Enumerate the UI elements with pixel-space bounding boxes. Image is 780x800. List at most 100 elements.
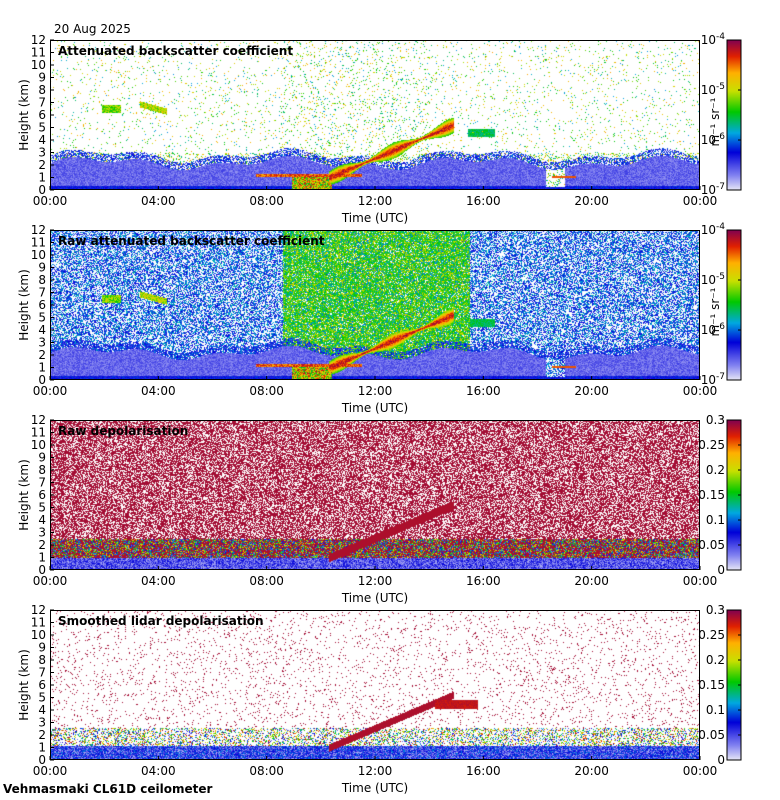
y-tick-label: 3: [38, 146, 46, 160]
panel-title: Attenuated backscatter coefficient: [58, 44, 293, 58]
x-tick-label: 20:00: [574, 764, 609, 778]
x-tick-label: 00:00: [33, 574, 68, 588]
colorbar-tick-label: 0.25: [698, 628, 725, 642]
y-tick-label: 1: [38, 741, 46, 755]
y-tick-label: 10: [31, 58, 46, 72]
x-tick-label: 16:00: [466, 764, 501, 778]
y-tick-label: 4: [38, 703, 46, 717]
y-tick-label: 4: [38, 513, 46, 527]
colorbar-tick-label: 10-4: [701, 222, 726, 237]
y-tick-label: 8: [38, 273, 46, 287]
x-tick-label: 16:00: [466, 194, 501, 208]
y-tick-label: 12: [31, 413, 46, 427]
panel-title: Raw depolarisation: [58, 424, 188, 438]
y-tick-label: 12: [31, 223, 46, 237]
x-tick-label: 08:00: [249, 574, 284, 588]
colorbar-tick-label: 0.25: [698, 438, 725, 452]
colorbar-tick-label: 10-5: [701, 82, 725, 97]
colorbar-tick-label: 10-7: [701, 372, 725, 387]
x-tick-label: 00:00: [683, 574, 718, 588]
y-tick-label: 11: [31, 426, 46, 440]
y-tick-label: 6: [38, 678, 46, 692]
colorbar: [727, 230, 741, 380]
instrument-label: Vehmasmaki CL61D ceilometer: [3, 782, 212, 796]
y-tick-label: 11: [31, 46, 46, 60]
y-tick-label: 4: [38, 323, 46, 337]
x-axis-label: Time (UTC): [341, 211, 408, 225]
y-tick-label: 3: [38, 336, 46, 350]
y-tick-label: 8: [38, 653, 46, 667]
x-tick-label: 00:00: [33, 764, 68, 778]
x-tick-label: 08:00: [249, 194, 284, 208]
colorbar-tick-label: 0.2: [706, 653, 725, 667]
x-tick-label: 04:00: [141, 384, 176, 398]
colorbar-tick-label: 0: [717, 753, 725, 767]
x-tick-label: 04:00: [141, 194, 176, 208]
colorbar-tick-label: 0.2: [706, 463, 725, 477]
x-tick-label: 12:00: [358, 764, 393, 778]
colorbar-tick-label: 0.1: [706, 703, 725, 717]
heatmap-cells: [50, 230, 700, 380]
y-tick-label: 4: [38, 133, 46, 147]
y-tick-label: 9: [38, 71, 46, 85]
y-axis-label: Height (km): [17, 79, 31, 150]
colorbar-tick-label: 0.15: [698, 488, 725, 502]
x-axis-label: Time (UTC): [341, 401, 408, 415]
y-tick-label: 7: [38, 286, 46, 300]
x-tick-label: 08:00: [249, 384, 284, 398]
x-tick-label: 08:00: [249, 764, 284, 778]
x-axis-label: Time (UTC): [341, 781, 408, 795]
x-tick-label: 04:00: [141, 574, 176, 588]
y-tick-label: 7: [38, 476, 46, 490]
panel-2: 012345678910111200:00 04:00 08:00 12:00 16:0…: [17, 222, 741, 415]
y-tick-label: 2: [38, 538, 46, 552]
x-axis-label: Time (UTC): [341, 591, 408, 605]
x-tick-label: 12:00: [358, 384, 393, 398]
y-tick-label: 12: [31, 603, 46, 617]
y-tick-label: 9: [38, 641, 46, 655]
y-tick-label: 10: [31, 628, 46, 642]
y-tick-label: 6: [38, 108, 46, 122]
x-tick-label: 12:00: [358, 194, 393, 208]
y-axis-label: Height (km): [17, 269, 31, 340]
y-tick-label: 1: [38, 551, 46, 565]
heatmap-cells: [50, 610, 700, 760]
x-tick-label: 00:00: [683, 764, 718, 778]
y-tick-label: 2: [38, 728, 46, 742]
ceilometer-figure: 20 Aug 2025 Vehmasmaki CL61D ceilometer …: [0, 0, 780, 800]
y-tick-label: 8: [38, 463, 46, 477]
colorbar-tick-label: 0: [717, 563, 725, 577]
y-tick-label: 5: [38, 691, 46, 705]
x-tick-label: 20:00: [574, 384, 609, 398]
x-tick-label: 20:00: [574, 194, 609, 208]
date-label: 20 Aug 2025: [54, 22, 131, 36]
y-tick-label: 2: [38, 348, 46, 362]
x-tick-label: 00:00: [33, 384, 68, 398]
heatmap-cells: [50, 40, 700, 190]
colorbar-tick-label: 0.3: [706, 413, 725, 427]
colorbar-tick-label: 0.3: [706, 603, 725, 617]
colorbar-tick-label: 0.05: [698, 728, 725, 742]
y-axis-label: Height (km): [17, 459, 31, 530]
y-tick-label: 3: [38, 526, 46, 540]
x-tick-label: 04:00: [141, 764, 176, 778]
y-tick-label: 5: [38, 121, 46, 135]
y-tick-label: 12: [31, 33, 46, 47]
y-tick-label: 2: [38, 158, 46, 172]
colorbar-unit-label: m⁻¹ sr⁻¹: [708, 287, 722, 336]
x-tick-label: 20:00: [574, 574, 609, 588]
y-tick-label: 3: [38, 716, 46, 730]
y-tick-label: 5: [38, 311, 46, 325]
heatmap-cells: [50, 420, 700, 570]
y-tick-label: 10: [31, 438, 46, 452]
y-tick-label: 11: [31, 236, 46, 250]
colorbar-tick-label: 10-5: [701, 272, 725, 287]
colorbar-tick-label: 0.05: [698, 538, 725, 552]
y-tick-label: 5: [38, 501, 46, 515]
y-tick-label: 1: [38, 171, 46, 185]
colorbar-tick-label: 10-4: [701, 32, 726, 47]
x-tick-label: 00:00: [33, 194, 68, 208]
